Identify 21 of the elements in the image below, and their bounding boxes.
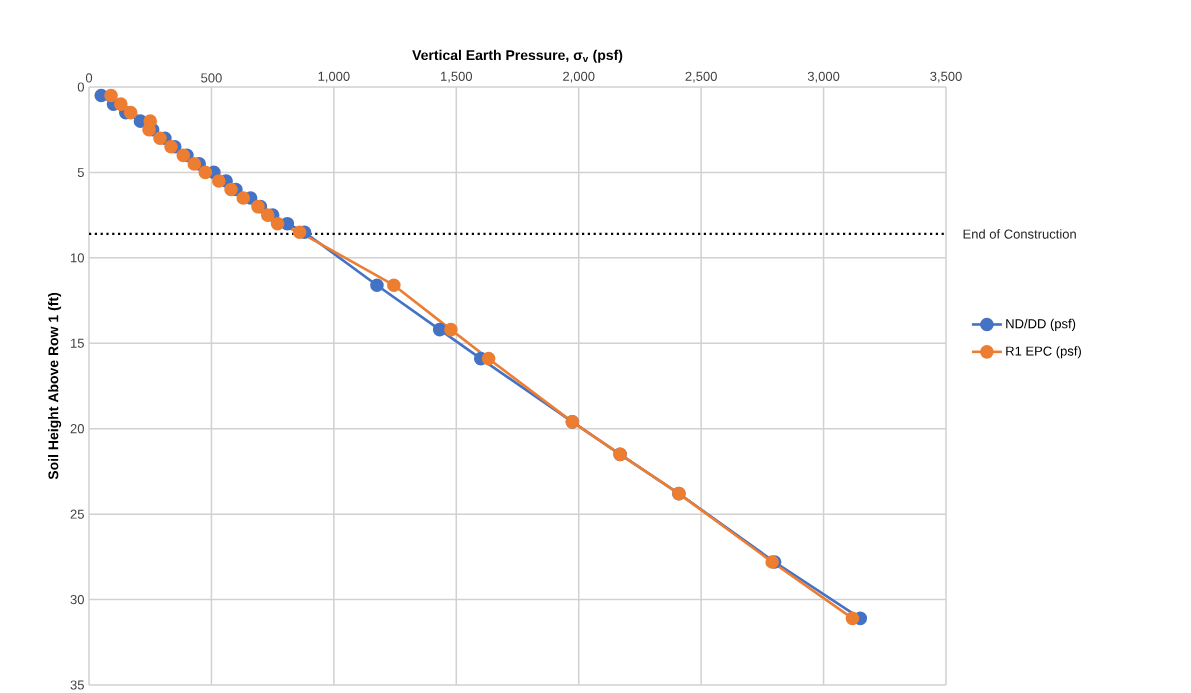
y-tick-label: 0 xyxy=(77,82,84,92)
text: Vertical Earth Pressure, σ$_{v}$ (psf) xyxy=(412,49,623,63)
y-tick-label: 30 xyxy=(70,594,84,605)
ref-line-label: End of Construction xyxy=(963,229,1076,239)
legend-label: R1 EPC (psf) xyxy=(1006,346,1081,359)
y-tick-label: 35 xyxy=(70,680,84,690)
x-tick-label: 3,000 xyxy=(807,71,840,83)
x-tick-label: 2,500 xyxy=(685,71,717,83)
x-tick-label: 3,500 xyxy=(930,71,962,83)
x-tick-label: 2,000 xyxy=(563,71,595,83)
y-tick-label: 20 xyxy=(70,424,84,434)
y-tick-label: 5 xyxy=(77,167,84,177)
legend-label: ND/DD (psf) xyxy=(1006,318,1076,331)
y-tick-label: 15 xyxy=(71,338,84,348)
y-tick-label: 25 xyxy=(70,509,84,519)
y-tick-label: 10 xyxy=(71,253,84,263)
x-tick-label: 1,000 xyxy=(318,71,350,83)
y-axis-title: Soil Height Above Row 1 (ft) xyxy=(48,292,62,480)
x-tick-label: 500 xyxy=(201,73,222,83)
x-tick-label: 0 xyxy=(85,73,93,83)
x-tick-label: 1,500 xyxy=(441,71,473,83)
